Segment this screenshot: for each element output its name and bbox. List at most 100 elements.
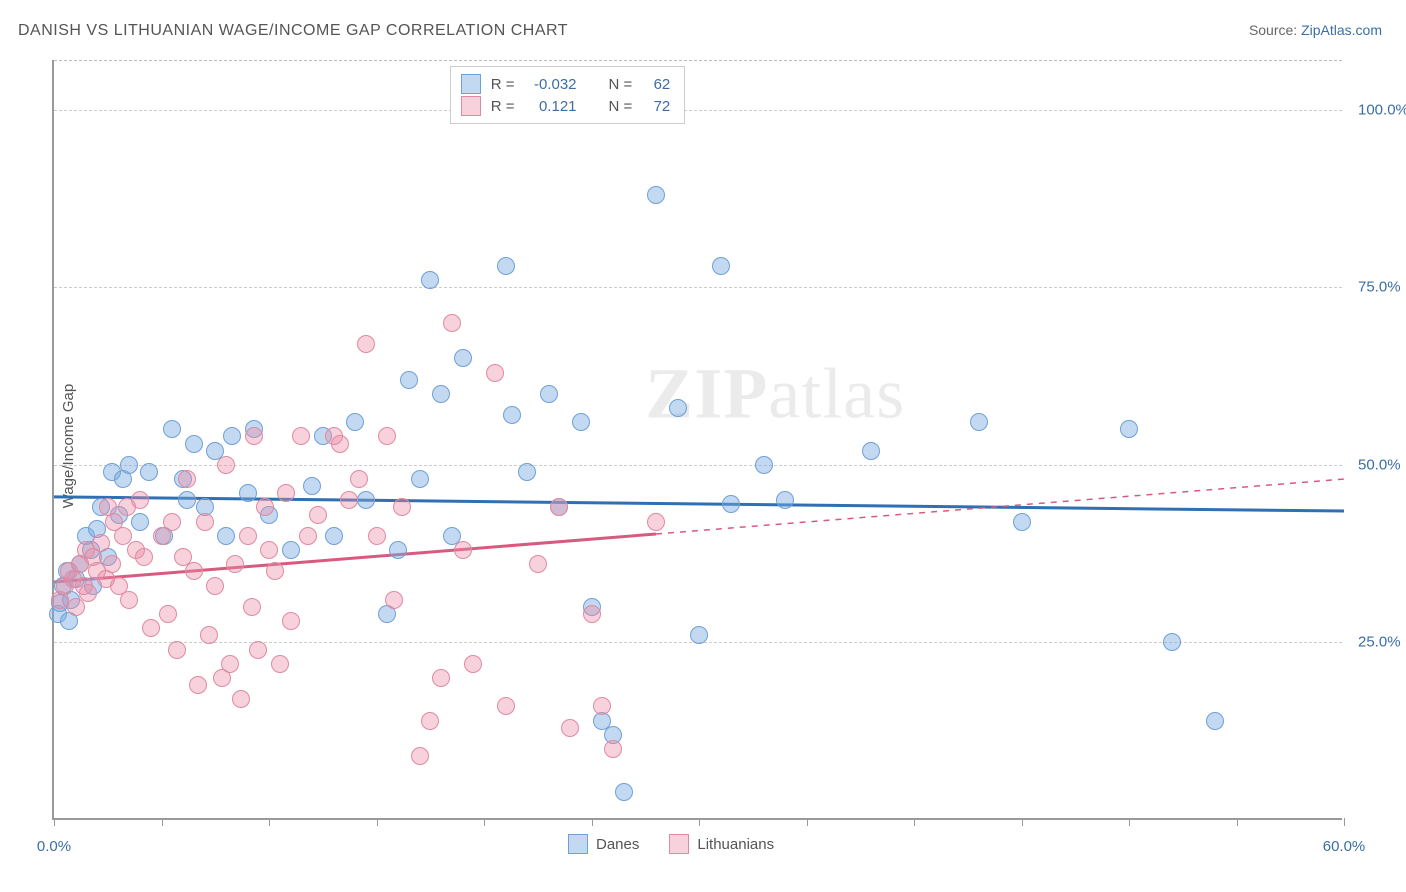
legend-swatch-danes [568,834,588,854]
scatter-point-danes [325,527,343,545]
legend-item-danes[interactable]: Danes [568,834,639,854]
scatter-point-danes [970,413,988,431]
scatter-point-lithuanians [271,655,289,673]
x-tick [592,818,593,826]
scatter-point-lithuanians [131,491,149,509]
gridline-h [54,110,1342,111]
scatter-point-danes [1163,633,1181,651]
scatter-point-lithuanians [159,605,177,623]
scatter-point-danes [1206,712,1224,730]
x-tick [1022,818,1023,826]
scatter-point-lithuanians [357,335,375,353]
gridline-h [54,287,1342,288]
x-tick [699,818,700,826]
scatter-point-danes [163,420,181,438]
scatter-point-lithuanians [421,712,439,730]
scatter-point-lithuanians [178,470,196,488]
chart-title: DANISH VS LITHUANIAN WAGE/INCOME GAP COR… [18,22,568,40]
scatter-point-lithuanians [103,555,121,573]
scatter-point-lithuanians [385,591,403,609]
trendline-dashed-lithuanians [656,479,1344,534]
scatter-point-lithuanians [464,655,482,673]
watermark-bold: ZIP [645,353,768,433]
legend-label-lithuanians: Lithuanians [697,836,774,853]
scatter-point-danes [669,399,687,417]
scatter-point-lithuanians [497,697,515,715]
scatter-point-lithuanians [454,541,472,559]
scatter-point-danes [357,491,375,509]
scatter-point-danes [140,463,158,481]
scatter-point-lithuanians [249,641,267,659]
scatter-point-lithuanians [92,534,110,552]
scatter-point-danes [432,385,450,403]
scatter-point-lithuanians [282,612,300,630]
legend-swatch-lithuanians [461,96,481,116]
scatter-point-lithuanians [583,605,601,623]
scatter-point-danes [454,349,472,367]
scatter-point-lithuanians [185,562,203,580]
legend-swatch-danes [461,74,481,94]
scatter-point-lithuanians [411,747,429,765]
scatter-point-lithuanians [299,527,317,545]
scatter-point-danes [185,435,203,453]
scatter-point-danes [615,783,633,801]
scatter-point-danes [389,541,407,559]
scatter-point-lithuanians [196,513,214,531]
legend-stats-row-lithuanians: R =0.121N =72 [461,95,671,117]
scatter-point-danes [421,271,439,289]
plot-area: ZIPatlas 25.0%50.0%75.0%100.0%0.0%60.0% [52,60,1342,820]
scatter-point-lithuanians [206,577,224,595]
scatter-point-lithuanians [221,655,239,673]
scatter-point-danes [1120,420,1138,438]
scatter-point-lithuanians [529,555,547,573]
y-tick-label: 75.0% [1358,279,1401,296]
scatter-point-danes [518,463,536,481]
scatter-point-lithuanians [245,427,263,445]
scatter-point-lithuanians [350,470,368,488]
scatter-point-danes [400,371,418,389]
scatter-point-lithuanians [432,669,450,687]
x-tick [1237,818,1238,826]
legend-R-value-danes: -0.032 [525,76,577,93]
scatter-point-lithuanians [486,364,504,382]
legend-R-label: R = [491,76,515,93]
source-prefix: Source: [1249,22,1301,38]
scatter-point-danes [411,470,429,488]
scatter-point-lithuanians [443,314,461,332]
scatter-point-lithuanians [309,506,327,524]
scatter-point-lithuanians [561,719,579,737]
scatter-point-danes [690,626,708,644]
scatter-point-lithuanians [331,435,349,453]
scatter-point-lithuanians [393,498,411,516]
scatter-point-lithuanians [67,598,85,616]
legend-stats-row-danes: R =-0.032N =62 [461,73,671,95]
legend-R-value-lithuanians: 0.121 [525,98,577,115]
legend-N-label: N = [609,98,633,115]
scatter-point-lithuanians [604,740,622,758]
scatter-point-lithuanians [256,498,274,516]
x-tick-label: 0.0% [37,838,71,855]
x-tick [1129,818,1130,826]
scatter-point-lithuanians [368,527,386,545]
legend-R-label: R = [491,98,515,115]
watermark-rest: atlas [768,353,905,433]
source-link[interactable]: ZipAtlas.com [1301,22,1382,38]
scatter-point-danes [131,513,149,531]
scatter-point-danes [755,456,773,474]
x-tick [914,818,915,826]
scatter-point-lithuanians [647,513,665,531]
gridline-h [54,465,1342,466]
y-tick-label: 50.0% [1358,456,1401,473]
legend-N-label: N = [609,76,633,93]
scatter-point-danes [346,413,364,431]
scatter-point-danes [712,257,730,275]
scatter-point-lithuanians [232,690,250,708]
scatter-point-danes [572,413,590,431]
scatter-point-danes [1013,513,1031,531]
legend-item-lithuanians[interactable]: Lithuanians [669,834,774,854]
scatter-point-danes [647,186,665,204]
chart-container: DANISH VS LITHUANIAN WAGE/INCOME GAP COR… [0,0,1406,892]
scatter-point-lithuanians [239,527,257,545]
scatter-point-danes [722,495,740,513]
scatter-point-lithuanians [260,541,278,559]
